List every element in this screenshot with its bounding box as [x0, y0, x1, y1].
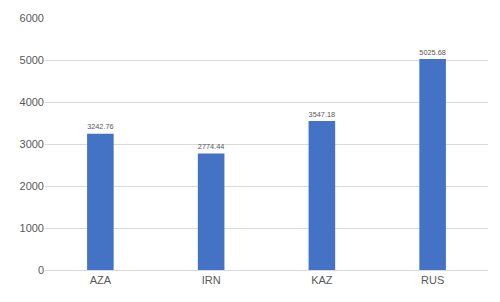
svg-text:5000: 5000	[20, 54, 44, 66]
svg-text:1000: 1000	[20, 222, 44, 234]
svg-text:AZA: AZA	[90, 274, 112, 286]
svg-text:3000: 3000	[20, 138, 44, 150]
svg-text:2774.44: 2774.44	[198, 142, 225, 151]
svg-text:4000: 4000	[20, 96, 44, 108]
svg-text:IRN: IRN	[202, 274, 221, 286]
svg-text:3547.18: 3547.18	[309, 110, 336, 119]
svg-text:KAZ: KAZ	[311, 274, 333, 286]
svg-text:0: 0	[38, 264, 44, 276]
svg-text:RUS: RUS	[421, 274, 444, 286]
svg-text:2000: 2000	[20, 180, 44, 192]
svg-text:6000: 6000	[20, 12, 44, 24]
svg-text:3242.76: 3242.76	[87, 122, 114, 131]
svg-text:5025.68: 5025.68	[419, 48, 446, 57]
